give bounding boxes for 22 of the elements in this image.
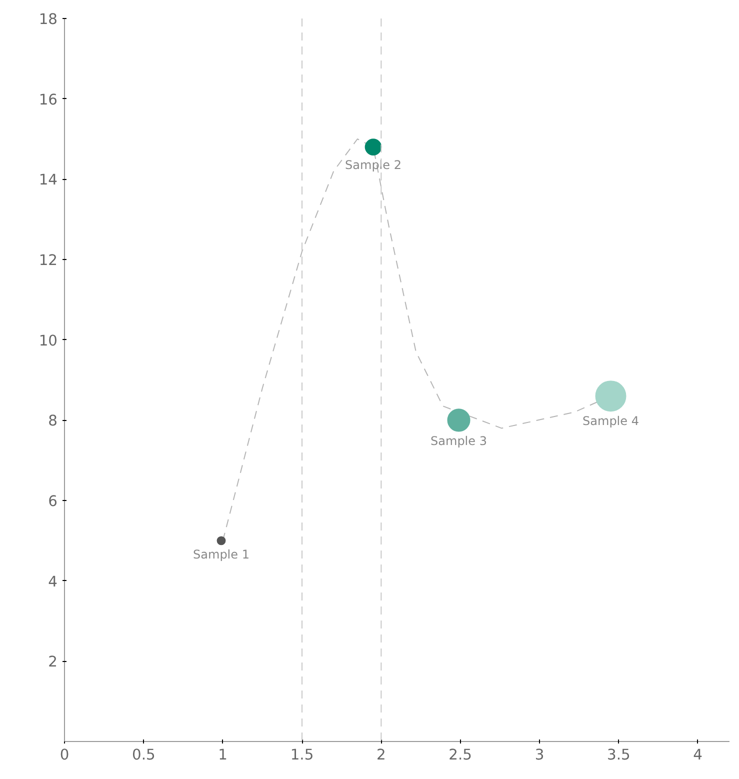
x-tick-label: 1 [218,746,228,764]
y-tick-label: 6 [48,493,58,510]
x-tick-label: 3.5 [607,746,630,764]
series-label: Sample 1 [193,548,250,562]
y-tick-label: 10 [38,332,58,350]
series-label: Sample 4 [582,414,639,428]
x-tick-label: 0.5 [132,746,156,764]
series-label: Sample 2 [345,158,402,172]
y-tick-label: 18 [38,11,58,28]
x-tick-label: 2 [376,746,386,764]
y-tick-label: 14 [38,172,58,189]
y-tick-label: 4 [48,573,58,590]
x-tick-label: 3 [534,746,544,764]
x-tick-label: 2.5 [448,746,472,764]
x-tick-label: 0 [60,746,70,764]
series-label: Sample 3 [430,434,487,448]
x-tick-label: 4 [693,746,702,764]
y-tick-label: 12 [38,252,58,269]
x-tick-label: 1.5 [290,746,314,764]
y-tick-label: 8 [48,412,58,430]
y-tick-label: 2 [48,654,58,671]
y-tick-label: 16 [38,91,58,108]
